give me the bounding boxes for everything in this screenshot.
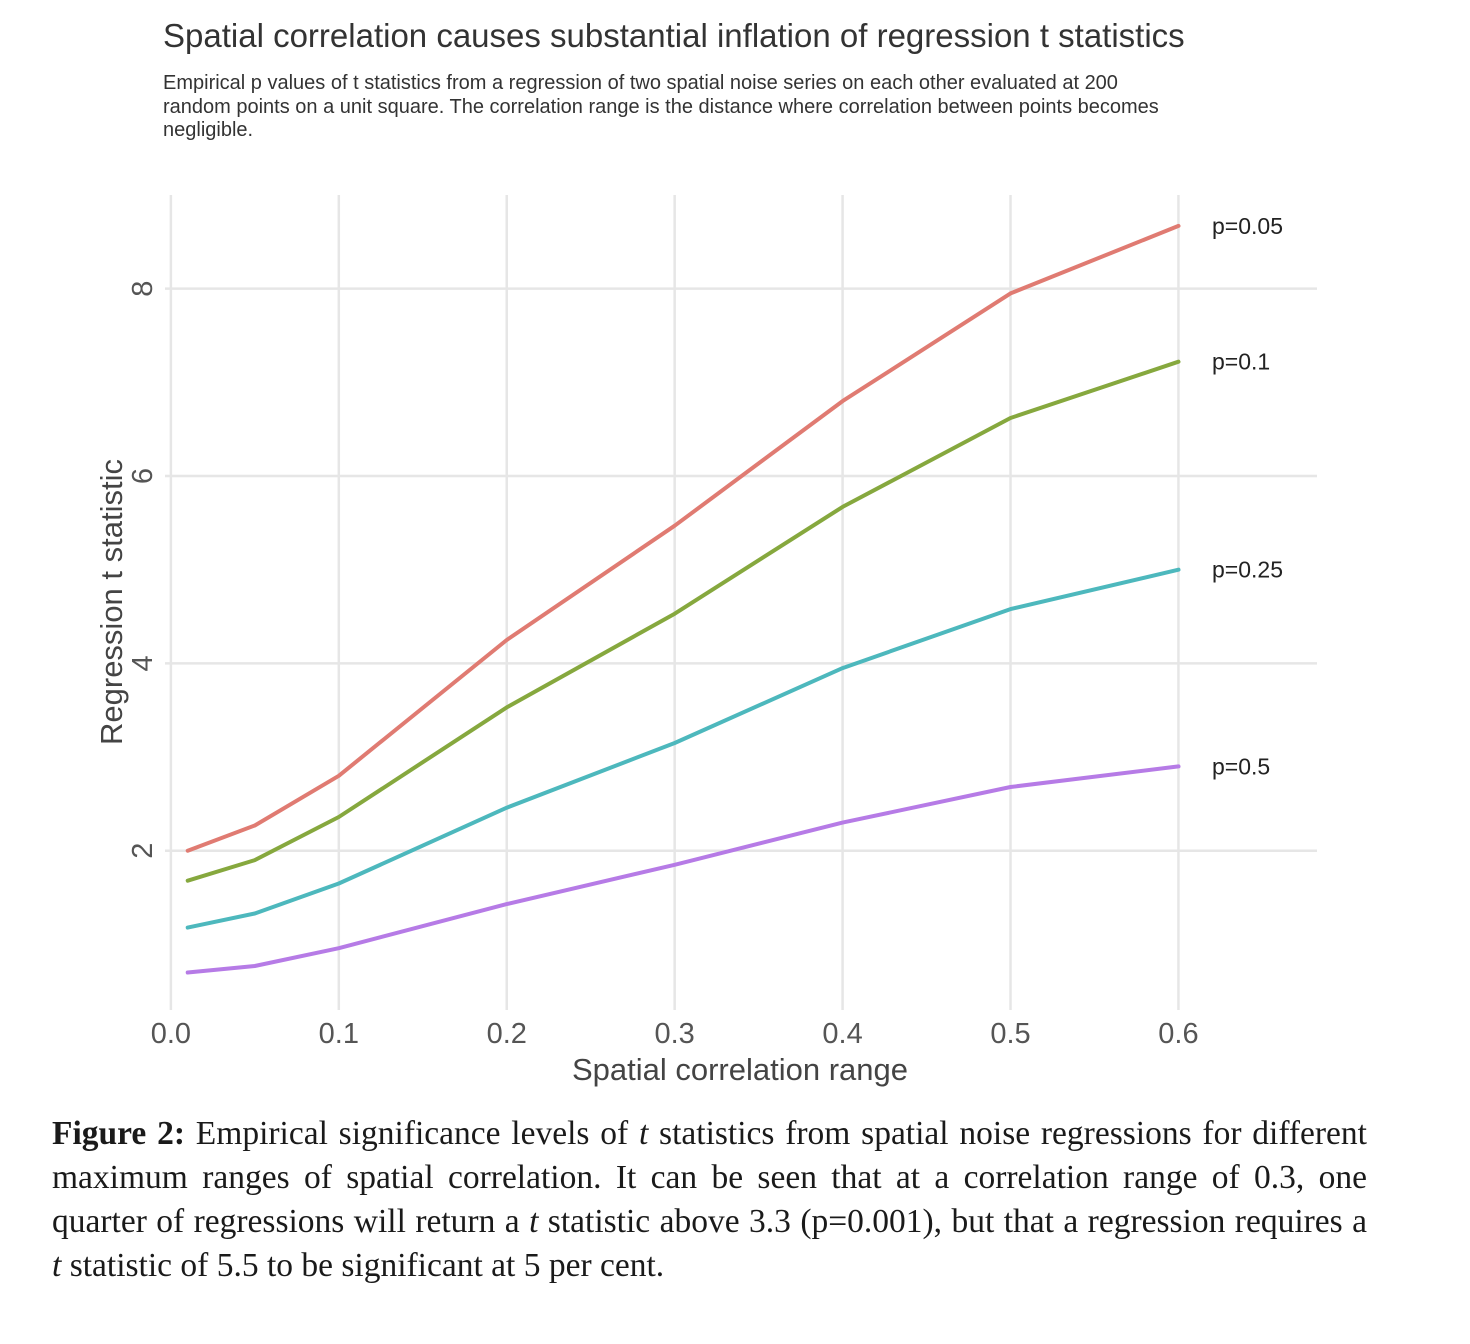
- series-line: [185, 359, 1181, 883]
- caption-t-2: t: [529, 1203, 539, 1240]
- grid: [165, 195, 1317, 1010]
- x-tick-label: 0.1: [319, 1018, 359, 1050]
- y-tick-label: 6: [127, 468, 159, 484]
- series-end-label: p=0.5: [1212, 753, 1270, 779]
- chart-subtitle-line-2: random points on a unit square. The corr…: [163, 96, 1159, 118]
- y-axis-ticks: 2 4 6 8: [127, 281, 159, 859]
- series-labels: p=0.05 p=0.1 p=0.25 p=0.5: [1212, 213, 1283, 780]
- x-axis-ticks: 0.0 0.1 0.2 0.3 0.4 0.5 0.6: [151, 1018, 1199, 1050]
- figure-caption: Figure 2: Empirical significance levels …: [52, 1112, 1367, 1288]
- y-tick-label: 2: [127, 843, 159, 859]
- series-line: [185, 567, 1181, 930]
- caption-text-1: Empirical significance levels of: [185, 1115, 639, 1152]
- y-tick-label: 8: [127, 281, 159, 297]
- series-end-label: p=0.25: [1212, 557, 1283, 583]
- x-tick-label: 0.6: [1158, 1018, 1198, 1050]
- chart: Spatial correlation causes substantial i…: [94, 17, 1317, 1087]
- x-tick-label: 0.5: [990, 1018, 1030, 1050]
- caption-text-4: statistic of 5.5 to be significant at 5 …: [61, 1247, 665, 1284]
- series-lines: [185, 223, 1181, 975]
- chart-title: Spatial correlation causes substantial i…: [163, 17, 1185, 54]
- x-tick-label: 0.0: [151, 1018, 191, 1050]
- caption-text-2: statistics from spatial noise regression…: [52, 1115, 1367, 1240]
- y-axis-label: Regression t statistic: [94, 459, 129, 745]
- x-tick-label: 0.4: [822, 1018, 862, 1050]
- caption-label: Figure 2:: [52, 1115, 185, 1152]
- x-axis-label: Spatial correlation range: [572, 1052, 908, 1087]
- chart-subtitle-line-1: Empirical p values of t statistics from …: [163, 72, 1118, 94]
- caption-t-1: t: [638, 1115, 649, 1152]
- series-end-label: p=0.05: [1212, 213, 1283, 239]
- chart-subtitle-line-3: negligible.: [163, 119, 253, 141]
- x-tick-label: 0.2: [487, 1018, 527, 1050]
- series-line: [185, 764, 1181, 975]
- series-line: [185, 223, 1181, 853]
- caption-t-3: t: [52, 1247, 62, 1284]
- y-tick-label: 4: [127, 655, 159, 671]
- series-end-label: p=0.1: [1212, 349, 1270, 375]
- x-tick-label: 0.3: [655, 1018, 695, 1050]
- caption-text-3: statistic above 3.3 (p=0.001), but that …: [538, 1203, 1367, 1240]
